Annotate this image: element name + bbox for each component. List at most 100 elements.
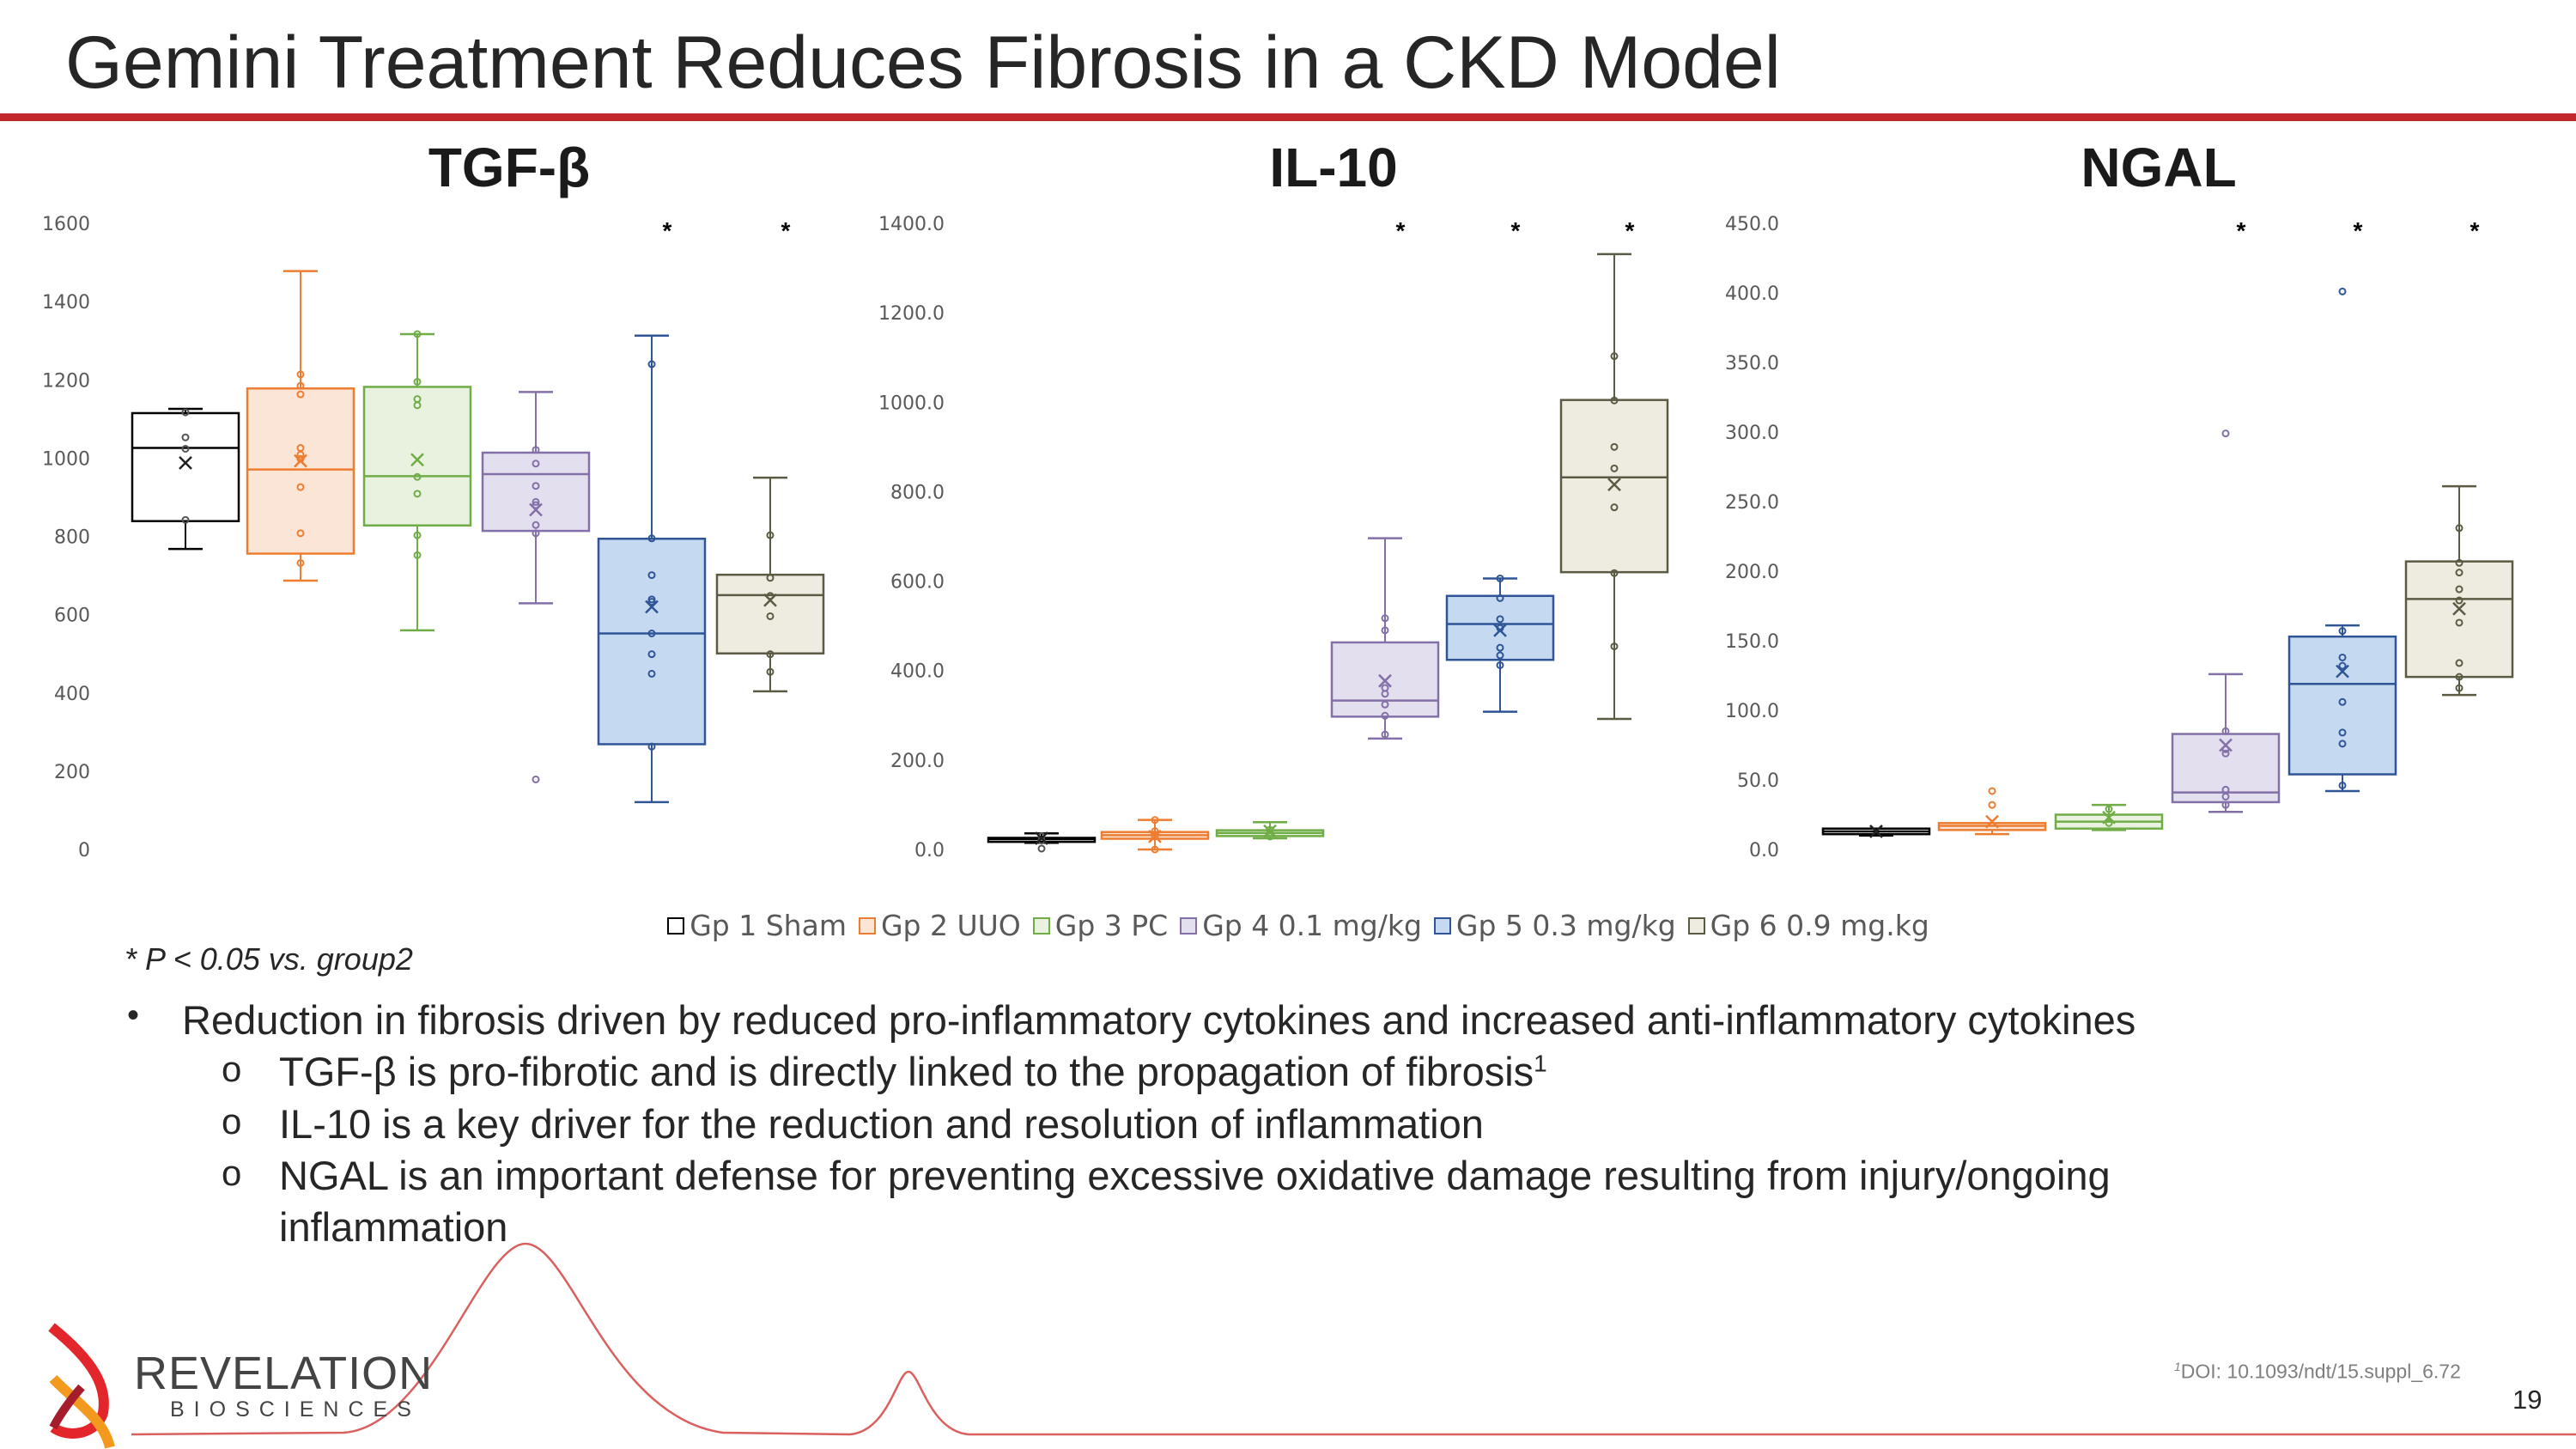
chart-title-ngal: NGAL xyxy=(2081,137,2237,198)
data-point xyxy=(413,401,422,410)
data-point xyxy=(296,529,305,538)
significance-asterisk: * xyxy=(1396,217,1406,244)
legend-swatch xyxy=(1180,916,1198,935)
reference-text: DOI: 10.1093/ndt/15.suppl_6.72 xyxy=(2180,1360,2461,1383)
box-1 xyxy=(131,407,240,551)
y-tick-label: 1600 xyxy=(42,214,90,235)
data-point xyxy=(766,650,775,659)
box-6: * xyxy=(715,217,825,693)
mean-marker xyxy=(1493,623,1507,637)
y-tick-label: 100.0 xyxy=(1725,701,1779,722)
significance-asterisk: * xyxy=(2354,217,2363,244)
box-5: * xyxy=(597,217,707,804)
chart-legend: Gp 1 Sham Gp 2 UUO Gp 3 PC Gp 4 0.1 mg/kg Gp… xyxy=(0,909,2576,942)
chart-1: 0.0 200.0 400.0 600.0 800.0 1000.0 1200.0 1400.… xyxy=(878,214,1669,861)
y-tick-label: 450.0 xyxy=(1725,214,1779,235)
iqr-box xyxy=(131,411,240,522)
data-point xyxy=(2338,661,2347,670)
mean-marker xyxy=(2219,738,2233,752)
box-1 xyxy=(1821,825,1931,838)
significance-asterisk: * xyxy=(2237,217,2246,244)
logo-helix-icon xyxy=(48,1323,115,1449)
data-point xyxy=(766,612,775,620)
data-point xyxy=(2105,805,2113,813)
sub-bullet-tgf: TGF-β is pro-fibrotic and is directly li… xyxy=(279,1048,1547,1095)
y-tick-label: 400.0 xyxy=(890,661,945,683)
mean-marker xyxy=(763,593,777,607)
data-point xyxy=(2338,287,2347,295)
data-point xyxy=(2455,585,2464,594)
data-point xyxy=(181,433,190,441)
sub-bullet-il10: IL-10 is a key driver for the reduction … xyxy=(279,1101,1484,1147)
legend-item: Gp 5 0.3 mg/kg xyxy=(1433,909,1676,942)
y-tick-label: 1400 xyxy=(42,292,90,314)
data-point xyxy=(413,472,422,481)
reference-citation: 1DOI: 10.1093/ndt/15.suppl_6.72 xyxy=(2174,1360,2461,1384)
red-peak-line xyxy=(131,1242,2576,1436)
iqr-box xyxy=(481,451,591,533)
mean-marker xyxy=(2102,810,2116,825)
box-3 xyxy=(362,330,472,632)
logo-wordmark: REVELATION xyxy=(134,1348,434,1399)
legend-item: Gp 3 PC xyxy=(1032,909,1169,942)
data-point xyxy=(1381,690,1389,698)
y-tick-label: 200.0 xyxy=(890,751,945,772)
mean-marker xyxy=(1869,825,1883,838)
data-point xyxy=(766,574,775,582)
iqr-box xyxy=(1559,399,1669,574)
y-tick-label: 150.0 xyxy=(1725,631,1779,653)
data-point xyxy=(766,531,775,539)
title-divider xyxy=(0,113,2576,121)
box-1 xyxy=(987,831,1097,853)
legend-swatch xyxy=(1032,916,1050,935)
data-point xyxy=(1496,615,1504,624)
chart-0: 0 200 400 600 800 1000 1200 1400 1600 * * xyxy=(42,214,825,861)
y-tick-label: 0.0 xyxy=(914,840,945,861)
data-point xyxy=(181,444,190,453)
data-point xyxy=(1988,787,1996,795)
y-tick-label: 600 xyxy=(54,606,90,627)
data-point xyxy=(2105,819,2113,827)
data-point xyxy=(1381,700,1389,709)
sub-bullet-icon: o xyxy=(222,1049,242,1089)
data-point xyxy=(647,650,656,659)
data-point xyxy=(766,667,775,676)
legend-swatch xyxy=(1687,916,1705,935)
data-point xyxy=(2221,792,2230,801)
data-point xyxy=(2338,627,2347,636)
data-point xyxy=(532,446,540,454)
y-tick-label: 1200.0 xyxy=(878,303,945,325)
data-point xyxy=(181,515,190,524)
box-2 xyxy=(1100,816,1210,854)
data-point xyxy=(2455,569,2464,577)
data-point xyxy=(2221,785,2230,794)
data-point xyxy=(413,551,422,559)
y-tick-label: 400.0 xyxy=(1725,283,1779,305)
data-point xyxy=(296,390,305,399)
data-point xyxy=(1381,730,1389,739)
mean-marker xyxy=(2336,664,2349,679)
data-point xyxy=(413,531,422,539)
data-point xyxy=(532,460,540,468)
iqr-box xyxy=(362,386,472,527)
legend-label: Gp 3 PC xyxy=(1054,909,1169,942)
legend-label: Gp 6 0.9 mg.kg xyxy=(1710,909,1929,942)
data-point xyxy=(1610,352,1619,361)
data-point xyxy=(647,598,656,606)
y-tick-label: 250.0 xyxy=(1725,492,1779,514)
boxplot-charts: 0 200 400 600 800 1000 1200 1400 1600 * * 0.0 200.0 4… xyxy=(42,214,2514,861)
legend-label: Gp 1 Sham xyxy=(690,909,847,942)
data-point xyxy=(1381,614,1389,623)
mean-marker xyxy=(1035,831,1048,845)
box-4: * xyxy=(1330,217,1440,740)
y-tick-label: 200 xyxy=(54,762,90,783)
data-point xyxy=(2455,524,2464,533)
box-4: * xyxy=(2171,217,2281,813)
mean-marker xyxy=(294,454,307,468)
data-point xyxy=(2221,801,2230,809)
y-tick-label: 1000.0 xyxy=(878,393,945,414)
data-point xyxy=(532,497,540,506)
data-point xyxy=(1496,574,1504,582)
data-point xyxy=(1151,832,1159,841)
slide-title: Gemini Treatment Reduces Fibrosis in a C… xyxy=(65,21,1781,104)
